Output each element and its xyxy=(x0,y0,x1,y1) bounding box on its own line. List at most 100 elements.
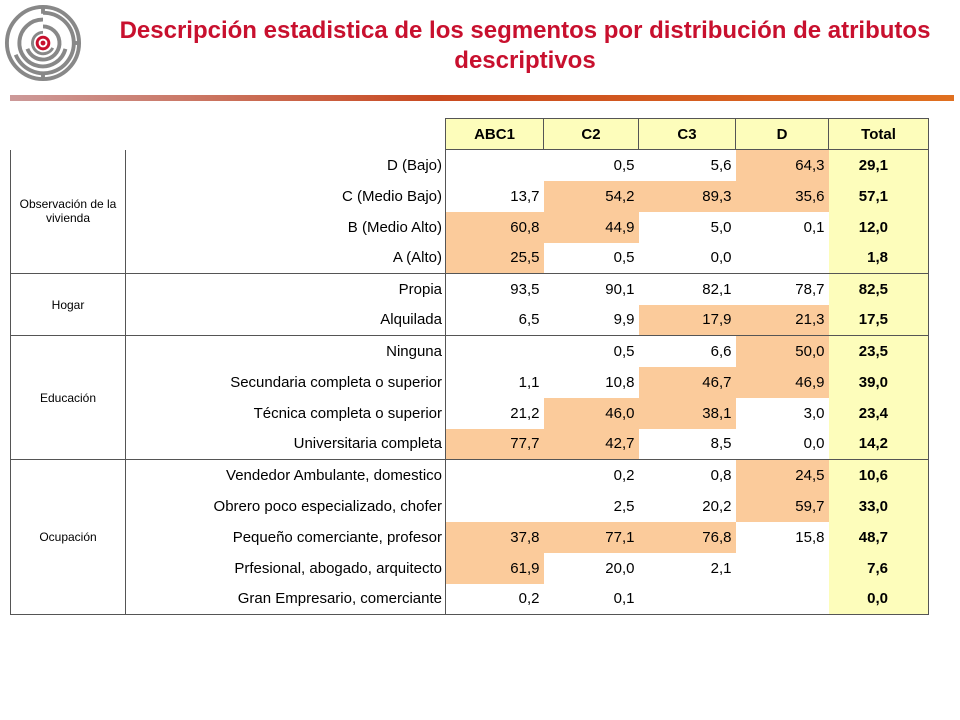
attribute-label: Vendedor Ambulante, domestico xyxy=(125,459,446,491)
table-row: Técnica completa o superior 21,2 46,0 38,1 3… xyxy=(11,397,929,429)
title-divider xyxy=(10,95,954,101)
total-cell: 82,5 xyxy=(828,273,929,305)
value-cell xyxy=(445,459,544,491)
value-cell: 5,0 xyxy=(710,218,732,236)
value-cell: 21,3 xyxy=(735,304,829,336)
value-cell: 37,8 xyxy=(445,521,544,553)
table-row: A (Alto) 25,5 0,5 0,0 1,8 xyxy=(11,242,929,274)
maze-target-icon xyxy=(4,4,82,82)
value-cell: 25,5 xyxy=(445,242,544,274)
value-cell: 20,0 xyxy=(605,559,635,577)
column-header: C3 xyxy=(638,118,736,150)
value-cell: 46,0 xyxy=(543,397,639,429)
table-row: Obrero poco especializado, chofer 2,5 20,2… xyxy=(11,490,929,522)
total-cell: 23,4 xyxy=(828,397,929,429)
value-cell xyxy=(445,335,544,367)
total-cell: 0,0 xyxy=(828,583,929,615)
value-cell: 50,0 xyxy=(735,335,829,367)
value-cell xyxy=(445,149,544,181)
table-row: Universitaria completa 77,7 42,7 8,5 0,0 14,2 xyxy=(11,428,929,460)
value-cell: 24,5 xyxy=(735,459,829,491)
table-row: Hogar Propia 93,5 90,1 82,1 78,7 82,5 xyxy=(10,273,929,336)
value-cell: 0,5 xyxy=(543,242,639,274)
value-cell: 64,3 xyxy=(735,149,829,181)
value-cell: 77,1 xyxy=(543,521,639,553)
column-header: D xyxy=(735,118,829,150)
attribute-label: Ninguna xyxy=(125,335,446,367)
value-cell xyxy=(735,242,829,274)
attribute-label: B (Medio Alto) xyxy=(125,211,446,243)
column-header: Total xyxy=(828,118,929,150)
table-row: B (Medio Alto) 60,8 44,9 5,0 0,1 12,0 xyxy=(11,211,929,243)
total-cell: 33,0 xyxy=(828,490,929,522)
value-cell: 9,9 xyxy=(543,304,639,336)
column-header: ABC1 xyxy=(445,118,544,150)
value-cell: 78,7 xyxy=(795,280,825,298)
table-row: Educación Ninguna 0,5 6,6 50,0 23,5 xyxy=(10,335,929,460)
total-cell: 48,7 xyxy=(828,521,929,553)
attribute-label: Propia xyxy=(125,273,446,305)
total-cell: 14,2 xyxy=(828,428,929,460)
attribute-label: C (Medio Bajo) xyxy=(125,180,446,212)
table-row: Pequeño comerciante, profesor 37,8 77,1 76,… xyxy=(11,521,929,553)
value-cell: 8,5 xyxy=(638,428,736,460)
value-cell: 54,2 xyxy=(543,180,639,212)
value-cell: 89,3 xyxy=(638,180,736,212)
attribute-label: Secundaria completa o superior xyxy=(125,366,446,398)
attribute-label: A (Alto) xyxy=(125,242,446,274)
value-cell: 13,7 xyxy=(445,180,544,212)
header-row: ABC1 C2 C3 D Total xyxy=(11,118,929,150)
value-cell: 6,6 xyxy=(710,342,732,360)
attribute-label: Universitaria completa xyxy=(125,428,446,460)
value-cell: 15,8 xyxy=(795,528,825,546)
value-cell: 2,5 xyxy=(613,497,635,515)
attribute-label: Obrero poco especializado, chofer xyxy=(125,490,446,522)
value-cell: 76,8 xyxy=(638,521,736,553)
value-cell: 82,1 xyxy=(702,280,732,298)
value-cell: 0,2 xyxy=(613,466,635,484)
value-cell: 77,7 xyxy=(445,428,544,460)
group-label: Hogar xyxy=(10,273,126,336)
value-cell: 0,8 xyxy=(710,466,732,484)
value-cell xyxy=(736,553,829,584)
attribute-label: D (Bajo) xyxy=(125,149,446,181)
header-spacer xyxy=(126,119,446,150)
value-cell: 0,2 xyxy=(445,583,544,615)
table-row: Observación de la vivienda D (Bajo) 0,5 5,6… xyxy=(10,149,929,274)
value-cell: 93,5 xyxy=(445,273,544,305)
total-cell: 12,0 xyxy=(828,211,929,243)
value-cell: 60,8 xyxy=(445,211,544,243)
value-cell xyxy=(445,490,544,522)
value-cell: 2,1 xyxy=(710,559,732,577)
group-label: Educación xyxy=(10,335,126,460)
value-cell: 5,6 xyxy=(710,156,732,174)
value-cell xyxy=(735,583,829,615)
column-header: C2 xyxy=(543,118,639,150)
page-title: Descripción estadistica de los segmentos… xyxy=(119,17,931,74)
total-cell: 57,1 xyxy=(828,180,929,212)
value-cell: 0,1 xyxy=(543,583,639,615)
value-cell: 0,0 xyxy=(735,428,829,460)
table-row: Secundaria completa o superior 1,1 10,8 46,… xyxy=(11,366,929,398)
value-cell: 0,1 xyxy=(803,218,825,236)
value-cell: 59,7 xyxy=(735,490,829,522)
segment-stats-table: ABC1 C2 C3 D Total Observación de la viv… xyxy=(10,118,929,615)
total-cell: 29,1 xyxy=(828,149,929,181)
value-cell: 90,1 xyxy=(605,280,635,298)
value-cell: 3,0 xyxy=(803,404,825,422)
value-cell: 10,8 xyxy=(605,373,635,391)
value-cell: 44,9 xyxy=(543,211,639,243)
value-cell: 61,9 xyxy=(445,552,544,584)
value-cell: 42,7 xyxy=(543,428,639,460)
total-cell: 39,0 xyxy=(828,366,929,398)
attribute-label: Alquilada xyxy=(125,304,446,336)
attribute-label: Gran Empresario, comerciante xyxy=(125,583,446,615)
value-cell: 17,9 xyxy=(638,304,736,336)
total-cell: 1,8 xyxy=(828,242,929,274)
value-cell: 0,0 xyxy=(638,242,736,274)
attribute-label: Pequeño comerciante, profesor xyxy=(125,521,446,553)
value-cell: 46,9 xyxy=(735,366,829,398)
value-cell: 0,5 xyxy=(613,156,635,174)
attribute-label: Técnica completa o superior xyxy=(125,397,446,429)
total-cell: 7,6 xyxy=(828,552,929,584)
